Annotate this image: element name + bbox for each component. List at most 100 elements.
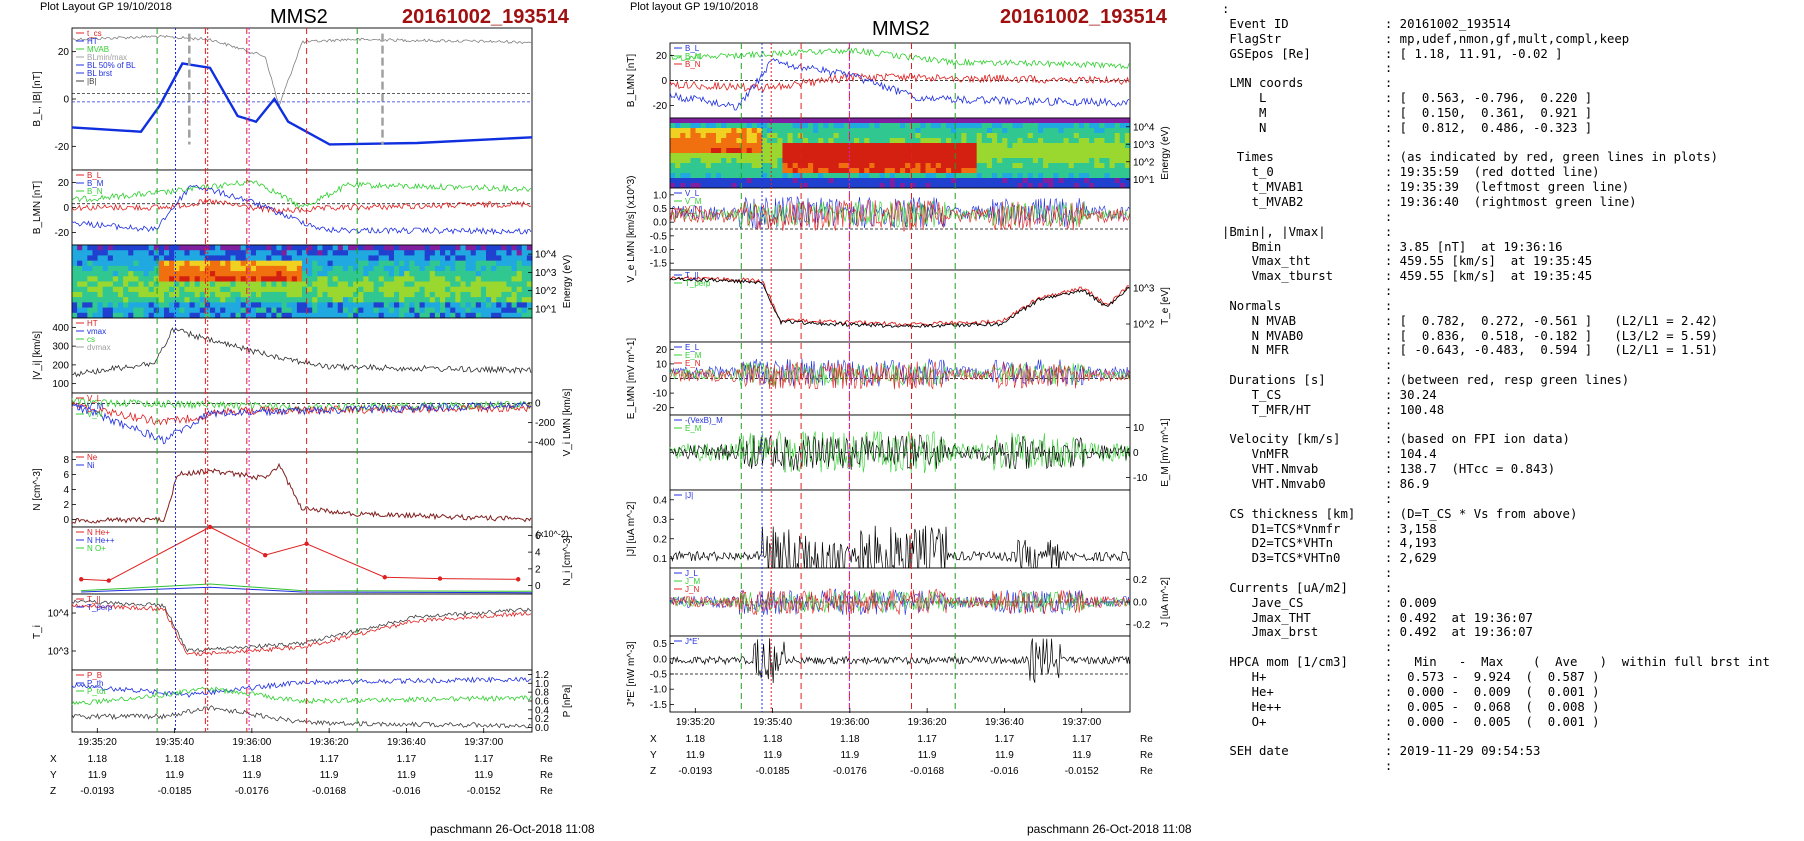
spectrogram-cell xyxy=(419,265,426,272)
spectrogram-cell xyxy=(1058,128,1064,134)
spectrogram-cell xyxy=(363,265,369,272)
spectrogram-cell xyxy=(1099,148,1105,154)
spectrogram-cell xyxy=(1089,183,1095,189)
spectrogram-cell xyxy=(889,153,896,159)
spectrogram-cell xyxy=(940,118,947,124)
spectrogram-cell xyxy=(1017,153,1024,159)
spectrogram-cell xyxy=(302,302,308,308)
spectrogram-cell xyxy=(526,307,533,314)
spectrogram-cell xyxy=(465,271,472,277)
spectrogram-cell xyxy=(1063,168,1070,174)
spectrogram-cell xyxy=(685,163,691,169)
spectrogram-cell xyxy=(322,312,328,319)
info-line: : xyxy=(1222,61,1393,76)
spectrogram-cell xyxy=(797,158,804,164)
spectrogram-cell xyxy=(220,276,226,282)
spectrogram-cell xyxy=(675,163,681,169)
spectrogram-cell xyxy=(291,307,298,314)
position-value: 1.17 xyxy=(995,734,1015,745)
spectrogram-cell xyxy=(951,143,957,149)
spectrogram-cell xyxy=(184,276,190,282)
spectrogram-cell xyxy=(199,260,206,267)
spectrogram-cell xyxy=(496,302,502,308)
spectrogram-cell xyxy=(465,265,472,272)
spectrogram-cell xyxy=(250,255,257,262)
info-line: N MFR : [ -0.643, -0.483, 0.594 ] (L2/L1… xyxy=(1222,343,1719,358)
spectrogram-cell xyxy=(1063,178,1070,184)
spectrogram-cell xyxy=(920,168,926,174)
spectrogram-cell xyxy=(409,297,415,303)
spectrogram-cell xyxy=(680,153,686,159)
spectrogram-cell xyxy=(930,148,937,154)
spectrogram-cell xyxy=(225,255,231,262)
spectrogram-cell xyxy=(1124,173,1131,179)
spectrogram-cell xyxy=(470,302,477,308)
spectrogram-cell xyxy=(1038,153,1044,159)
spectrogram-cell xyxy=(1002,178,1008,184)
y-tick-label: 1.0 xyxy=(653,190,667,201)
spectrogram-cell xyxy=(143,291,150,298)
spectrogram-cell xyxy=(348,312,354,319)
spectrogram-cell xyxy=(496,291,502,298)
spectrogram-cell xyxy=(465,250,472,256)
spectrogram-cell xyxy=(450,291,456,298)
spectrogram-cell xyxy=(808,133,814,139)
spectrogram-cell xyxy=(133,245,139,251)
spectrogram-cell xyxy=(992,123,998,129)
spectrogram-cell xyxy=(450,255,456,262)
spectrogram-cell xyxy=(787,178,794,184)
spectrogram-cell xyxy=(276,281,282,288)
spectrogram-cell xyxy=(772,168,778,174)
spectrogram-cell xyxy=(133,302,139,308)
spectrogram-cell xyxy=(762,168,768,174)
spectrogram-cell xyxy=(317,302,323,308)
spectrogram-cell xyxy=(1099,178,1105,184)
spectrogram-cell xyxy=(516,255,523,262)
y-tick-label: 20 xyxy=(58,47,70,58)
position-value: 1.17 xyxy=(474,754,494,765)
spectrogram-cell xyxy=(685,153,691,159)
spectrogram-cell xyxy=(1048,148,1054,154)
spectrogram-cell xyxy=(751,148,758,154)
spectrogram-cell xyxy=(526,297,533,303)
y-tick-label: 0.0 xyxy=(653,654,667,665)
spectrogram-cell xyxy=(1114,148,1121,154)
spectrogram-cell xyxy=(378,260,385,267)
spectrogram-cell xyxy=(1099,118,1105,124)
spectrogram-cell xyxy=(1068,168,1075,174)
spectrogram-cell xyxy=(424,281,431,288)
spectrogram-cell xyxy=(690,158,696,164)
spectrogram-cell xyxy=(317,297,323,303)
spectrogram-cell xyxy=(915,123,921,129)
spectrogram-cell xyxy=(843,133,850,139)
spectrogram-cell xyxy=(1063,133,1070,139)
spectrogram-cell xyxy=(394,271,400,277)
spectrogram-cell xyxy=(721,128,727,134)
spectrogram-cell xyxy=(1104,173,1110,179)
y-label-electron_spectrogram: Energy (eV) xyxy=(1160,126,1171,179)
spectrogram-cell xyxy=(833,168,840,174)
spectrogram-cell xyxy=(358,265,364,272)
spectrogram-cell xyxy=(946,168,952,174)
spectrogram-cell xyxy=(445,307,451,314)
position-value: 11.9 xyxy=(397,770,416,781)
spectrogram-cell xyxy=(879,183,886,189)
spectrogram-cell xyxy=(997,133,1003,139)
spectrogram-cell xyxy=(1027,183,1034,189)
legend-J_LMN: J_LJ_MJ_N xyxy=(674,569,700,594)
position-table: X 1.18 1.18 1.18 1.17 1.17 1.17 ReY 11.9 11.9 11.9… xyxy=(650,734,1153,777)
EL-line xyxy=(669,358,1130,387)
spectrogram-cell xyxy=(112,307,119,314)
spectrogram-cell xyxy=(77,297,83,303)
spectrogram-cell xyxy=(332,255,339,262)
spectrogram-cell xyxy=(256,307,262,314)
info-line: : xyxy=(1222,209,1393,224)
spectrogram-cell xyxy=(210,260,216,267)
spectrogram-cell xyxy=(261,276,267,282)
spectrogram-cell xyxy=(434,265,441,272)
spectrogram-cell xyxy=(700,173,707,179)
spectrogram-cell xyxy=(762,118,768,124)
info-line: Jmax_THT : 0.492 at 19:36:07 xyxy=(1222,610,1533,625)
spectrogram-cell xyxy=(961,153,967,159)
spectrogram-cell xyxy=(874,128,880,134)
